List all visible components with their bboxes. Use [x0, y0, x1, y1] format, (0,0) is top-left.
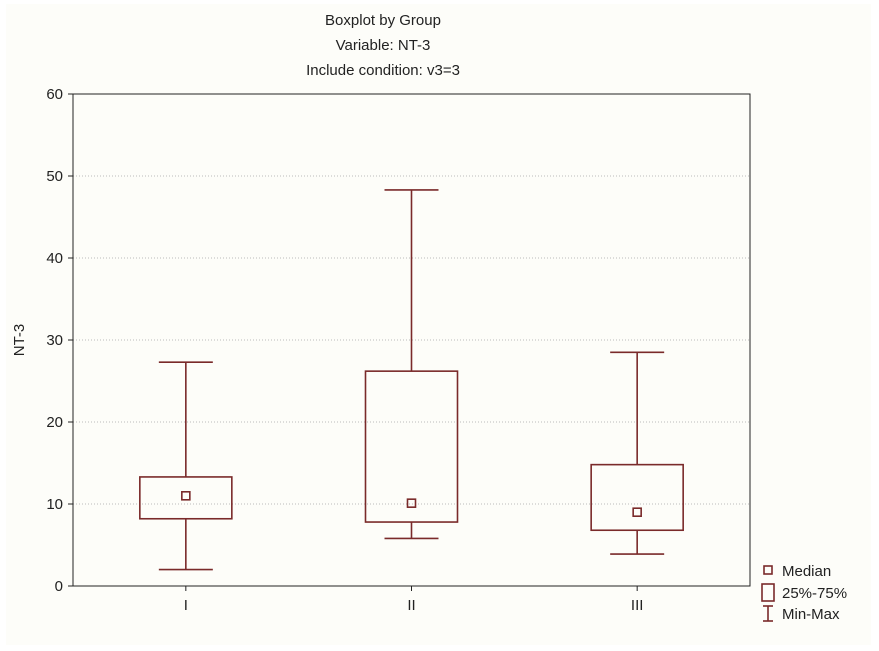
x-tick-label: III — [631, 597, 644, 614]
x-tick-label: II — [407, 597, 415, 614]
legend-label: Min-Max — [782, 606, 840, 623]
median-marker — [181, 490, 191, 501]
chart-title-line-1: Boxplot by Group — [325, 12, 441, 29]
legend-median-symbol — [763, 565, 773, 575]
y-tick-label: 10 — [46, 496, 63, 513]
y-tick-label: 50 — [46, 168, 63, 185]
iqr-box — [364, 370, 459, 523]
chart-title-line-2: Variable: NT-3 — [336, 37, 431, 54]
y-tick-label: 30 — [46, 332, 63, 349]
y-tick-label: 40 — [46, 250, 63, 267]
y-axis: 0 10 20 30 40 50 60 — [46, 86, 73, 595]
chart-title-line-3: Include condition: v3=3 — [306, 62, 460, 79]
legend-label: 25%-75% — [782, 585, 847, 602]
median-marker — [406, 498, 417, 508]
legend-iqr-symbol — [761, 583, 775, 602]
box-group — [590, 351, 684, 555]
legend-label: Median — [782, 563, 831, 580]
y-axis-title: NT-3 — [11, 324, 28, 357]
box-group — [139, 361, 233, 571]
iqr-box — [590, 463, 684, 532]
y-tick-label: 20 — [46, 414, 63, 431]
legend: Median 25%-75% Min-Max — [761, 563, 847, 623]
box-group — [364, 189, 459, 540]
boxes — [139, 189, 684, 571]
y-tick-label: 60 — [46, 86, 63, 103]
x-tick-label: I — [184, 597, 188, 614]
y-tick-label: 0 — [55, 578, 63, 595]
x-axis: I II III — [184, 586, 644, 614]
median-marker — [632, 507, 642, 518]
iqr-box — [139, 476, 233, 520]
